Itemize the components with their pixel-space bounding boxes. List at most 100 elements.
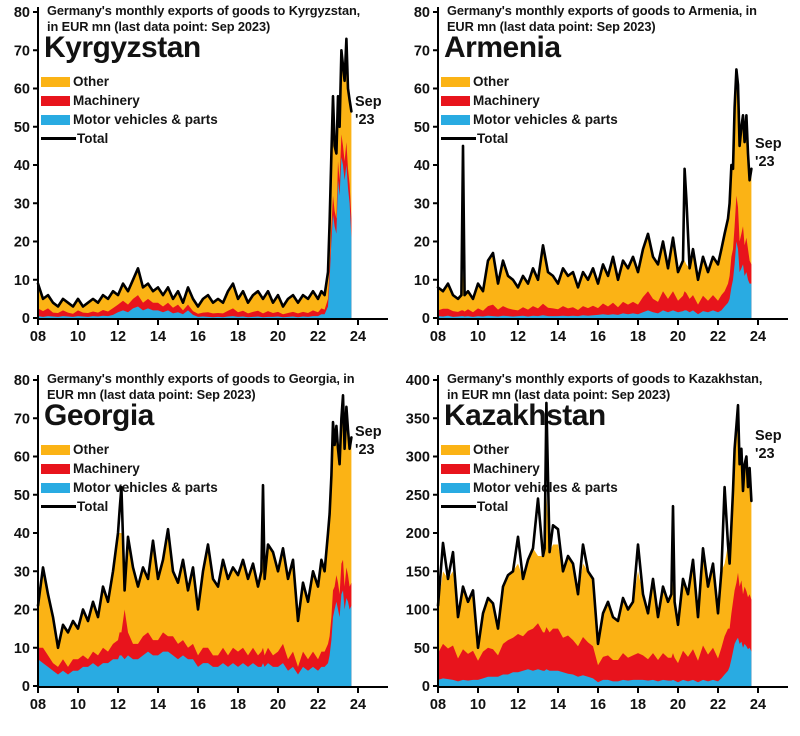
legend: Other Machinery Motor vehicles & parts Tota… [41, 72, 218, 148]
y-tick-label: 40 [14, 158, 30, 174]
total-line [36, 393, 353, 650]
legend-item-other: Other [41, 440, 218, 459]
y-tick-label: 30 [14, 564, 30, 580]
area-machinery [438, 195, 752, 318]
legend-label-other: Other [73, 74, 110, 89]
x-tick-label: 18 [630, 329, 646, 345]
last-point-annotation: Sep '23 [755, 427, 799, 463]
x-tick-label: 20 [670, 329, 686, 345]
legend-label-total: Total [477, 131, 509, 146]
motor-swatch-icon [441, 114, 470, 125]
chart-title-line: in EUR mn (last data point: Sep 2023) [47, 18, 271, 34]
legend-item-motor: Motor vehicles & parts [41, 478, 218, 497]
chart-title: Germany's monthly exports of goods to Ka… [447, 371, 783, 402]
x-tick-label: 18 [630, 697, 646, 713]
legend-item-machinery: Machinery [441, 91, 618, 110]
legend-label-motor: Motor vehicles & parts [73, 112, 218, 127]
x-tick-label: 24 [350, 329, 366, 345]
y-tick-label: 70 [414, 43, 430, 59]
y-tick-label: 50 [414, 120, 430, 136]
x-tick-label: 10 [470, 329, 486, 345]
area-other [38, 395, 352, 686]
country-label: Kazakhstan [444, 399, 606, 432]
last-point-annotation: Sep '23 [355, 93, 399, 129]
y-tick-label: 70 [14, 43, 30, 59]
annotation-line1: Sep [755, 136, 782, 153]
legend: Other Machinery Motor vehicles & parts Tota… [41, 440, 218, 516]
y-tick-label: 0 [22, 679, 30, 695]
legend-label-total: Total [77, 499, 109, 514]
total-swatch-icon [441, 136, 476, 141]
x-tick-label: 10 [70, 329, 86, 345]
legend-label-total: Total [77, 131, 109, 146]
legend-item-machinery: Machinery [41, 459, 218, 478]
y-tick-label: 300 [406, 450, 430, 466]
y-tick-label: 60 [414, 82, 430, 98]
y-tick-label: 50 [14, 120, 30, 136]
y-tick-label: 10 [14, 273, 30, 289]
y-tick-label: 80 [14, 373, 30, 389]
machinery-swatch-icon [441, 95, 470, 106]
chart-title-line: Germany's monthly exports of goods to Ka… [447, 371, 763, 386]
y-tick-label: 20 [14, 603, 30, 619]
x-tick-label: 18 [230, 697, 246, 713]
x-tick-label: 14 [550, 697, 566, 713]
legend-label-motor: Motor vehicles & parts [473, 112, 618, 127]
y-tick-label: 60 [14, 450, 30, 466]
total-swatch-icon [41, 504, 76, 509]
chart-title-line: Germany's monthly exports of goods to Ge… [47, 371, 355, 386]
y-tick-label: 200 [406, 526, 430, 542]
legend: Other Machinery Motor vehicles & parts Tota… [441, 440, 618, 516]
x-tick-label: 08 [30, 329, 46, 345]
chart-panel-kazakhstan: Germany's monthly exports of goods to Ka… [400, 368, 800, 736]
y-tick-label: 20 [414, 235, 430, 251]
other-swatch-icon [41, 444, 70, 455]
chart-title-line: EUR mn (last data point: Sep 2023) [447, 18, 656, 34]
y-tick-label: 250 [406, 488, 430, 504]
total-swatch-icon [441, 504, 476, 509]
x-tick-label: 24 [350, 697, 366, 713]
chart-title: Germany's monthly exports of goods to Ar… [447, 3, 783, 34]
annotation-line1: Sep [355, 423, 382, 440]
chart-panel-georgia: Germany's monthly exports of goods to Ge… [0, 368, 400, 736]
legend-label-machinery: Machinery [73, 93, 140, 108]
y-tick-label: 0 [422, 311, 430, 327]
motor-swatch-icon [41, 114, 70, 125]
x-tick-label: 14 [550, 329, 566, 345]
x-tick-label: 22 [710, 329, 726, 345]
y-tick-label: 0 [422, 679, 430, 695]
total-swatch-icon [41, 136, 76, 141]
chart-panel-kyrgyzstan: Germany's monthly exports of goods to Ky… [0, 0, 400, 368]
legend-label-other: Other [473, 74, 510, 89]
legend-label-machinery: Machinery [473, 93, 540, 108]
x-tick-label: 14 [150, 329, 166, 345]
legend-item-total: Total [41, 497, 218, 516]
y-tick-label: 100 [406, 603, 430, 619]
x-tick-label: 16 [190, 697, 206, 713]
y-tick-label: 10 [414, 273, 430, 289]
x-tick-label: 20 [670, 697, 686, 713]
last-point-annotation: Sep '23 [355, 423, 399, 459]
country-label: Kyrgyzstan [44, 31, 201, 64]
y-tick-label: 80 [14, 5, 30, 21]
annotation-line1: Sep [355, 93, 382, 110]
y-tick-label: 70 [14, 411, 30, 427]
y-tick-label: 50 [14, 488, 30, 504]
y-tick-label: 80 [414, 5, 430, 21]
area-machinery [438, 572, 752, 686]
area-machinery [38, 134, 352, 318]
x-tick-label: 20 [270, 329, 286, 345]
chart-title: Germany's monthly exports of goods to Ky… [47, 3, 383, 34]
x-tick-label: 16 [590, 697, 606, 713]
legend-item-other: Other [41, 72, 218, 91]
last-point-annotation: Sep '23 [755, 135, 799, 171]
y-tick-label: 30 [14, 196, 30, 212]
annotation-line2: '23 [355, 111, 375, 128]
country-label: Armenia [444, 31, 561, 64]
motor-swatch-icon [441, 482, 470, 493]
x-tick-label: 12 [510, 697, 526, 713]
x-tick-label: 08 [430, 697, 446, 713]
y-tick-label: 0 [22, 311, 30, 327]
x-tick-label: 20 [270, 697, 286, 713]
